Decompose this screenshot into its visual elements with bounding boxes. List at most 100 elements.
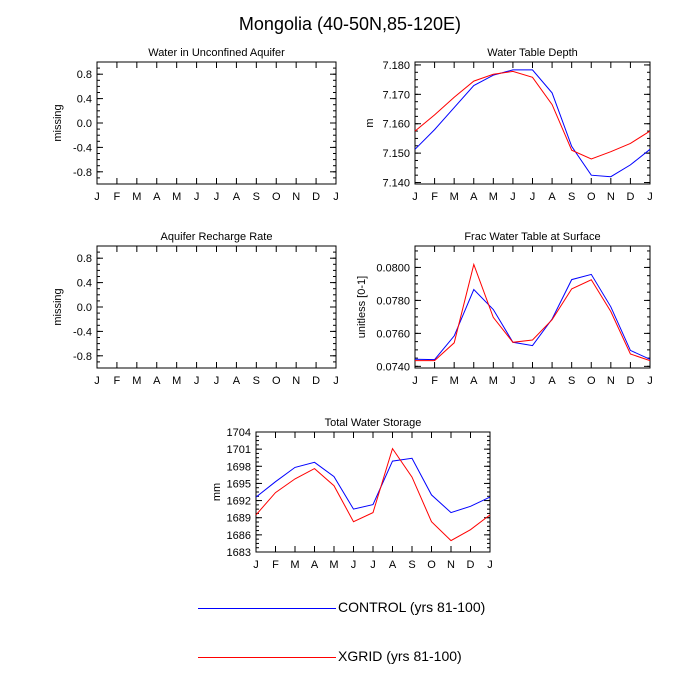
x-tick-label: M	[450, 375, 459, 387]
x-tick-label: D	[312, 375, 320, 387]
x-tick-label: J	[214, 375, 220, 387]
x-tick-label: F	[114, 375, 121, 387]
x-tick-label: A	[548, 191, 556, 203]
y-tick-label: -0.4	[73, 326, 92, 338]
x-tick-label: M	[489, 191, 498, 203]
x-tick-label: J	[510, 191, 516, 203]
series-control-line	[255, 457, 491, 514]
x-tick-label: J	[333, 375, 339, 387]
x-tick-label: J	[194, 375, 200, 387]
y-tick-label: 1683	[227, 547, 251, 559]
y-axis-label: missing	[52, 288, 64, 325]
y-tick-label: 7.150	[382, 148, 410, 160]
x-tick-label: A	[153, 191, 161, 203]
x-tick-label: N	[292, 191, 300, 203]
x-tick-label: A	[470, 191, 478, 203]
y-tick-label: -0.4	[73, 142, 92, 154]
y-tick-label: -0.8	[73, 167, 92, 179]
x-tick-label: D	[312, 191, 320, 203]
x-tick-label: M	[489, 375, 498, 387]
x-tick-label: A	[311, 559, 319, 571]
legend-control-label: CONTROL (yrs 81-100)	[338, 599, 486, 615]
x-tick-label: J	[647, 375, 653, 387]
x-tick-label: A	[548, 375, 556, 387]
y-axis-label: unitless [0-1]	[356, 276, 368, 338]
y-tick-label: 1695	[227, 478, 251, 490]
y-tick-label: 0.0	[77, 118, 92, 130]
panel-title: Total Water Storage	[325, 417, 422, 429]
x-tick-label: J	[333, 191, 339, 203]
x-tick-label: J	[412, 191, 418, 203]
plot-frame	[414, 245, 651, 369]
y-tick-label: 0.0780	[376, 295, 410, 307]
series-xgrid-line	[414, 70, 651, 160]
y-tick-label: 0.8	[77, 253, 92, 265]
x-tick-label: J	[351, 559, 357, 571]
x-tick-label: J	[94, 191, 100, 203]
y-tick-label: 1689	[227, 513, 251, 525]
x-tick-label: S	[568, 375, 575, 387]
x-tick-label: F	[114, 191, 121, 203]
x-tick-label: J	[214, 191, 220, 203]
x-tick-label: J	[647, 191, 653, 203]
x-tick-label: N	[607, 191, 615, 203]
x-tick-label: A	[153, 375, 161, 387]
y-tick-label: 0.0800	[376, 262, 410, 274]
y-tick-label: 0.8	[77, 69, 92, 81]
x-tick-label: M	[132, 375, 141, 387]
x-tick-label: N	[292, 375, 300, 387]
x-tick-label: F	[431, 375, 438, 387]
series-xgrid-line	[415, 262, 651, 362]
x-tick-label: J	[412, 375, 418, 387]
x-tick-label: F	[431, 191, 438, 203]
x-tick-label: A	[233, 191, 241, 203]
x-tick-label: O	[272, 375, 281, 387]
x-tick-label: J	[530, 191, 536, 203]
x-tick-label: O	[427, 559, 436, 571]
series-xgrid-line	[255, 447, 491, 542]
y-tick-label: 7.170	[382, 89, 410, 101]
y-axis-label: missing	[52, 104, 64, 141]
plot-frame	[414, 61, 651, 185]
x-tick-label: M	[290, 559, 299, 571]
y-tick-label: 7.140	[382, 178, 410, 190]
panel-title: Frac Water Table at Surface	[464, 231, 600, 243]
x-tick-label: S	[568, 191, 575, 203]
x-tick-label: J	[94, 375, 100, 387]
x-tick-label: J	[510, 375, 516, 387]
x-tick-label: S	[253, 191, 260, 203]
plot-frame	[96, 61, 337, 185]
y-axis-label: m	[364, 118, 376, 127]
x-tick-label: O	[587, 191, 596, 203]
x-tick-label: J	[253, 559, 259, 571]
y-tick-label: 1701	[227, 444, 251, 456]
y-tick-label: 0.0740	[376, 361, 410, 373]
x-tick-label: S	[408, 559, 415, 571]
x-tick-label: M	[172, 375, 181, 387]
y-tick-label: 0.4	[77, 94, 92, 106]
plot-frame	[255, 431, 491, 553]
x-tick-label: A	[470, 375, 478, 387]
x-tick-label: J	[530, 375, 536, 387]
legend-xgrid-label: XGRID (yrs 81-100)	[338, 648, 462, 664]
y-tick-label: 1698	[227, 461, 251, 473]
panel-title: Aquifer Recharge Rate	[161, 231, 273, 243]
x-tick-label: O	[272, 191, 281, 203]
y-tick-label: 0.0760	[376, 328, 410, 340]
x-tick-label: A	[233, 375, 241, 387]
series-control-line	[414, 273, 651, 361]
series-control-line	[414, 69, 651, 178]
x-tick-label: N	[447, 559, 455, 571]
y-tick-label: -0.8	[73, 351, 92, 363]
x-tick-label: M	[132, 191, 141, 203]
y-tick-label: 7.180	[382, 60, 410, 72]
x-tick-label: M	[172, 191, 181, 203]
x-tick-label: N	[607, 375, 615, 387]
y-tick-label: 1692	[227, 496, 251, 508]
